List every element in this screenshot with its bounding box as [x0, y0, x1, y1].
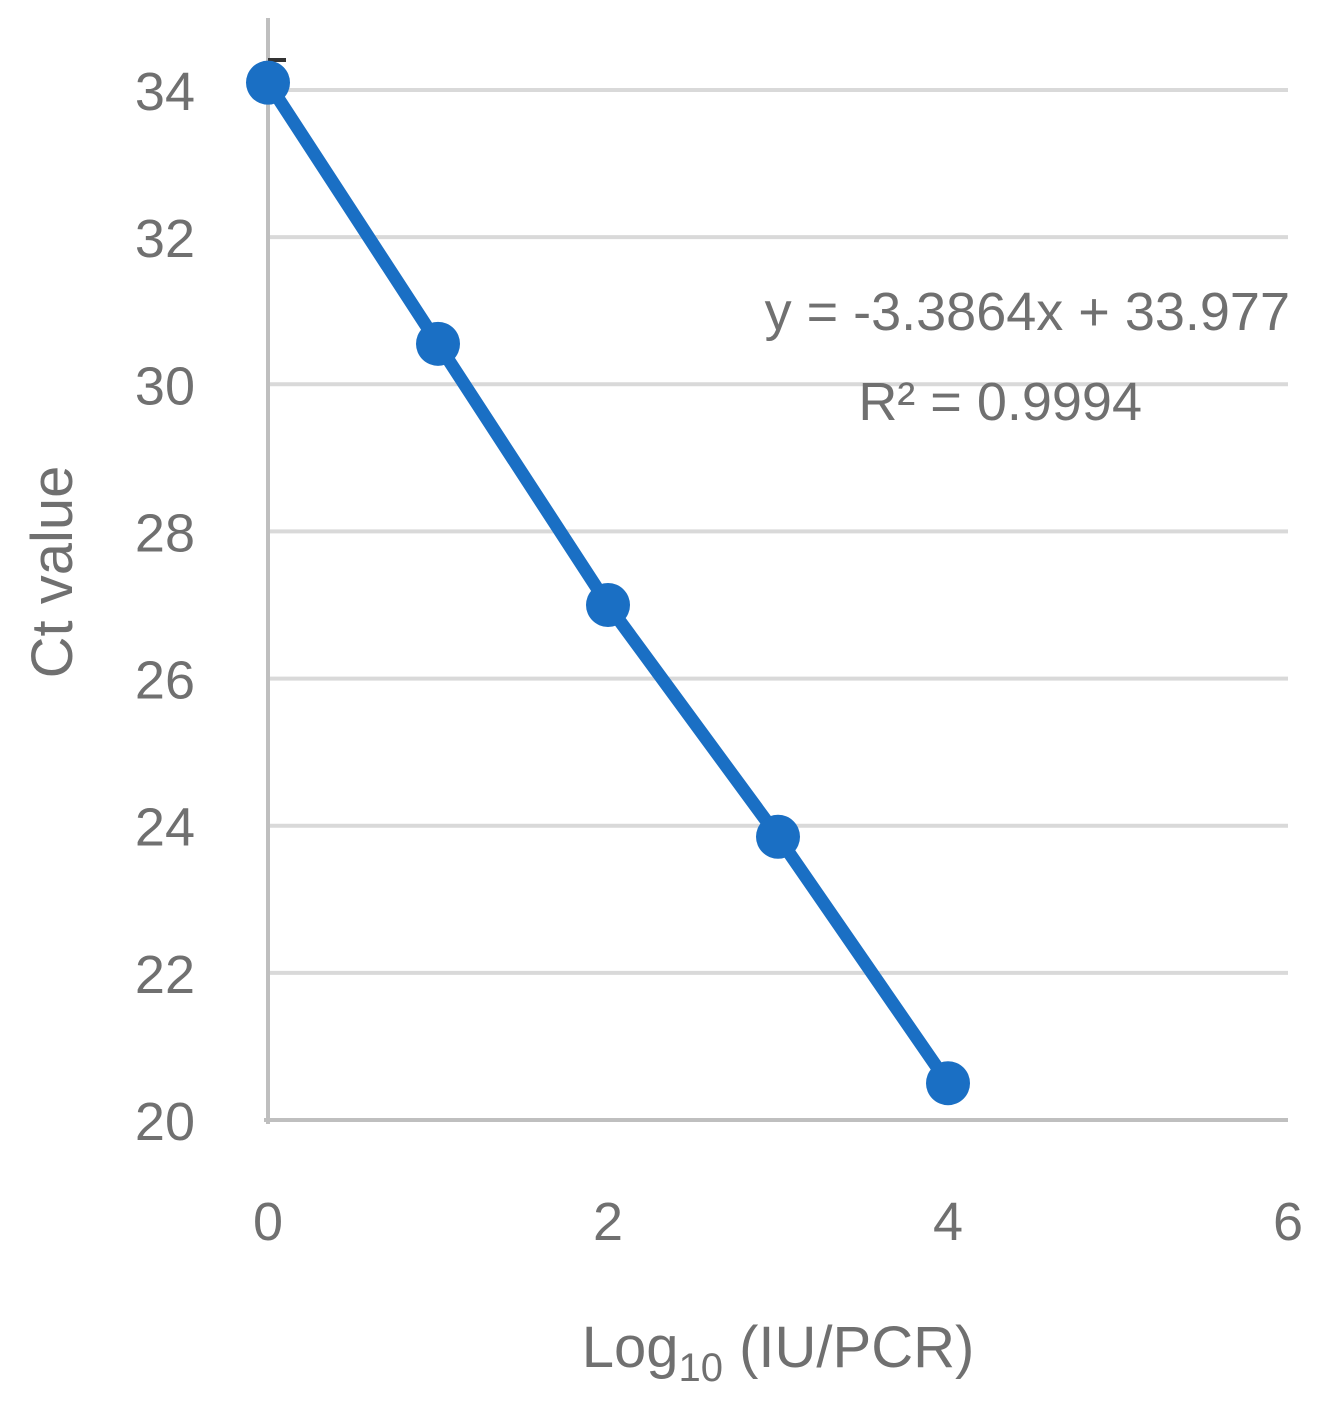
data-point [246, 60, 290, 105]
x-tick-label: 2 [593, 1192, 623, 1252]
y-tick-label: 22 [135, 945, 195, 1005]
trendline-equation: y = -3.3864x + 33.977 [765, 282, 1290, 342]
y-tick-label: 24 [135, 798, 195, 858]
y-tick-label: 20 [135, 1092, 195, 1152]
x-tick-label: 4 [933, 1192, 963, 1252]
y-tick-label: 32 [135, 209, 195, 269]
r-squared-label: R² = 0.9994 [858, 372, 1142, 432]
x-axis-title-subscript: 10 [678, 1346, 723, 1390]
x-tick-labels: 0 2 4 6 [253, 1192, 1303, 1252]
x-axis-title-rest: (IU/PCR) [723, 1315, 974, 1380]
x-tick-label: 6 [1273, 1192, 1303, 1252]
x-axis-title-main: Log [582, 1315, 679, 1380]
y-tick-label: 34 [135, 62, 195, 122]
series-layer [246, 60, 970, 1106]
gridlines [268, 88, 1288, 975]
data-point [416, 321, 460, 366]
data-point [926, 1061, 970, 1106]
y-tick-label: 26 [135, 651, 195, 711]
y-axis-title: Ct value [20, 466, 85, 679]
axes [264, 18, 1288, 1124]
y-tick-label: 28 [135, 503, 195, 563]
data-point [756, 814, 800, 859]
x-axis-title: Log10 (IU/PCR) [582, 1315, 975, 1390]
series-line [261, 76, 955, 1090]
data-point [586, 583, 630, 627]
y-tick-labels: 20 22 24 26 28 30 32 34 [135, 62, 195, 1152]
x-tick-label: 0 [253, 1192, 283, 1252]
y-tick-label: 30 [135, 356, 195, 416]
